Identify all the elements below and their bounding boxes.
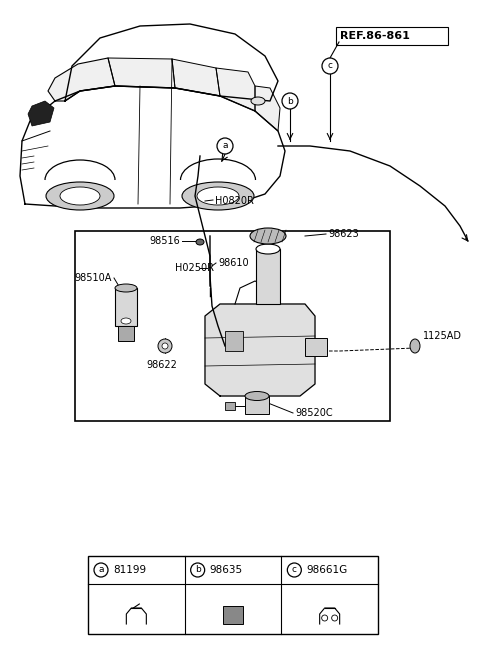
Text: 81199: 81199: [113, 565, 146, 575]
Polygon shape: [108, 58, 175, 88]
Circle shape: [191, 563, 204, 577]
Text: a: a: [98, 565, 104, 575]
Text: 98623: 98623: [328, 229, 359, 239]
Ellipse shape: [121, 318, 131, 324]
Circle shape: [94, 563, 108, 577]
Bar: [115, 288, 137, 326]
Circle shape: [158, 339, 172, 353]
Bar: [245, 396, 269, 414]
Polygon shape: [172, 59, 220, 96]
Text: 98661G: 98661G: [306, 565, 348, 575]
Polygon shape: [28, 101, 54, 126]
Text: 98510A: 98510A: [74, 273, 112, 283]
Ellipse shape: [256, 244, 280, 254]
Text: 98516: 98516: [149, 236, 180, 246]
Text: c: c: [292, 565, 297, 575]
Bar: [305, 338, 327, 356]
Bar: [225, 331, 243, 351]
Ellipse shape: [245, 392, 269, 401]
Ellipse shape: [197, 187, 239, 205]
Circle shape: [217, 138, 233, 154]
Polygon shape: [255, 86, 280, 131]
Text: 98520C: 98520C: [295, 408, 333, 418]
Circle shape: [322, 58, 338, 74]
Text: b: b: [287, 96, 293, 106]
Ellipse shape: [251, 97, 265, 105]
Text: 98622: 98622: [146, 360, 178, 370]
Text: c: c: [327, 62, 333, 70]
Ellipse shape: [410, 339, 420, 353]
Ellipse shape: [60, 187, 100, 205]
Bar: [75, 231, 390, 421]
Text: REF.86-861: REF.86-861: [340, 31, 410, 41]
Ellipse shape: [250, 228, 286, 244]
Polygon shape: [205, 304, 315, 396]
Circle shape: [288, 563, 301, 577]
Text: b: b: [195, 565, 201, 575]
Text: 98610: 98610: [218, 258, 249, 268]
Bar: [223, 606, 243, 624]
Bar: [225, 402, 235, 410]
Text: a: a: [222, 142, 228, 150]
Bar: [88, 556, 378, 634]
Ellipse shape: [115, 284, 137, 292]
Ellipse shape: [46, 182, 114, 210]
Circle shape: [162, 343, 168, 349]
Text: 1125AD: 1125AD: [423, 331, 462, 341]
Circle shape: [282, 93, 298, 109]
Ellipse shape: [182, 182, 254, 210]
Text: H0250R: H0250R: [175, 263, 214, 273]
Text: 98635: 98635: [210, 565, 243, 575]
Polygon shape: [48, 58, 115, 101]
Ellipse shape: [196, 239, 204, 245]
Polygon shape: [216, 68, 255, 111]
Bar: [118, 326, 134, 341]
Text: H0820R: H0820R: [215, 196, 254, 206]
Bar: [256, 249, 280, 304]
